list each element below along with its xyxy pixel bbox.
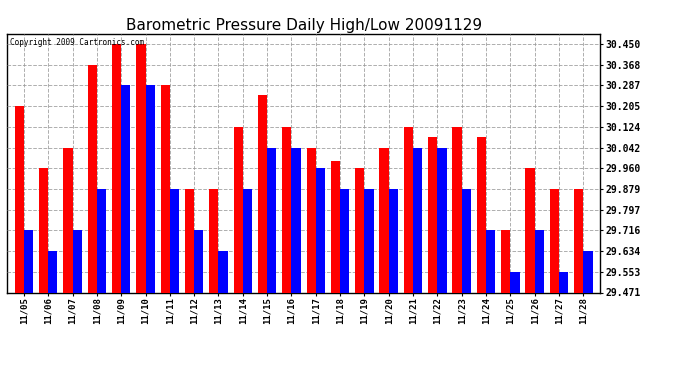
Bar bbox=[583, 251, 593, 292]
Bar bbox=[137, 44, 146, 292]
Bar bbox=[388, 189, 398, 292]
Bar bbox=[574, 189, 583, 292]
Bar bbox=[316, 168, 325, 292]
Bar bbox=[209, 189, 219, 292]
Bar bbox=[112, 44, 121, 292]
Bar bbox=[161, 85, 170, 292]
Bar bbox=[63, 147, 72, 292]
Bar bbox=[501, 230, 511, 292]
Bar bbox=[243, 189, 252, 292]
Bar bbox=[233, 127, 243, 292]
Bar bbox=[437, 147, 446, 292]
Bar bbox=[559, 272, 568, 292]
Bar bbox=[477, 137, 486, 292]
Bar bbox=[39, 168, 48, 292]
Bar bbox=[146, 85, 155, 292]
Bar bbox=[413, 147, 422, 292]
Bar bbox=[535, 230, 544, 292]
Bar bbox=[291, 147, 301, 292]
Bar bbox=[428, 137, 437, 292]
Bar bbox=[24, 230, 33, 292]
Bar bbox=[486, 230, 495, 292]
Bar bbox=[306, 147, 316, 292]
Bar bbox=[525, 168, 535, 292]
Title: Barometric Pressure Daily High/Low 20091129: Barometric Pressure Daily High/Low 20091… bbox=[126, 18, 482, 33]
Bar bbox=[462, 189, 471, 292]
Bar bbox=[511, 272, 520, 292]
Bar bbox=[14, 106, 24, 292]
Text: Copyright 2009 Cartronics.com: Copyright 2009 Cartronics.com bbox=[10, 38, 144, 46]
Bar bbox=[219, 251, 228, 292]
Bar bbox=[88, 65, 97, 292]
Bar bbox=[194, 230, 204, 292]
Bar bbox=[453, 127, 462, 292]
Bar bbox=[355, 168, 364, 292]
Bar bbox=[267, 147, 277, 292]
Bar bbox=[185, 189, 194, 292]
Bar bbox=[121, 85, 130, 292]
Bar bbox=[282, 127, 291, 292]
Bar bbox=[404, 127, 413, 292]
Bar bbox=[364, 189, 374, 292]
Bar bbox=[550, 189, 559, 292]
Bar bbox=[72, 230, 82, 292]
Bar bbox=[258, 96, 267, 292]
Bar bbox=[170, 189, 179, 292]
Bar bbox=[97, 189, 106, 292]
Bar bbox=[48, 251, 57, 292]
Bar bbox=[380, 147, 388, 292]
Bar bbox=[340, 189, 349, 292]
Bar bbox=[331, 161, 340, 292]
